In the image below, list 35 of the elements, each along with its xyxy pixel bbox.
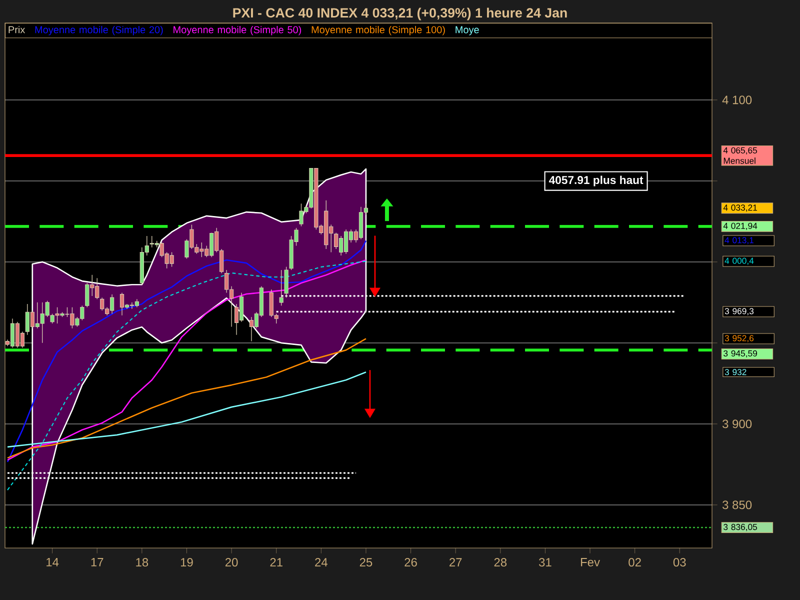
x-tick-label: 26 [404,558,417,567]
y2-tick-label: 3 932 [724,369,746,376]
x-tick-label: 03 [673,558,686,567]
text: Moyenne mobile (Simple 20) [35,26,163,36]
text: Moyenne mobile (Simple 50) [174,26,302,36]
x-tick-label: 02 [628,558,641,567]
chart-title: PXI - CAC 40 INDEX 4 033,21 (+0,39%) 1 heure 24 Jan [233,8,567,20]
x-tick-label: 17 [91,558,104,566]
x-tick-label: 21 [270,558,282,566]
annotation: 4057.91 plus haut [548,176,644,186]
y-tick-label: 3 850 [722,500,752,510]
x-tick-label: Fev [581,558,600,566]
x-tick-label: 14 [46,558,59,566]
text: Moyenne mobile (Simple 100) [312,26,445,36]
x-tick-label: 19 [180,558,193,567]
ref-line-label: 3 945,59 [724,350,758,358]
text: Moye [456,26,479,36]
x-tick-label: 28 [494,558,507,567]
text: Prix [8,26,26,34]
y-tick-label: 3 900 [722,420,752,428]
y2-tick-label: 4 013,1 [724,237,754,244]
x-tick-label: 25 [360,558,372,567]
y2-tick-label: 4 000,4 [724,258,754,265]
ref-line-label: 4 065,65 Mensuel [723,147,758,164]
x-tick-label: 20 [225,558,238,567]
x-tick-label: 18 [136,558,148,567]
y-tick-label: 4 100 [722,96,752,104]
ref-line-label: 4 021,94 [723,222,758,230]
x-tick-label: 27 [450,558,462,566]
ref-line-label: 3 836,05 [724,524,758,532]
text: 4 033,21 [723,204,757,212]
y2-tick-label: 3 952,6 [724,335,754,342]
x-tick-label: 24 [315,558,328,566]
y2-tick-label: 3 969,3 [724,308,754,316]
x-tick-label: 31 [539,558,552,567]
